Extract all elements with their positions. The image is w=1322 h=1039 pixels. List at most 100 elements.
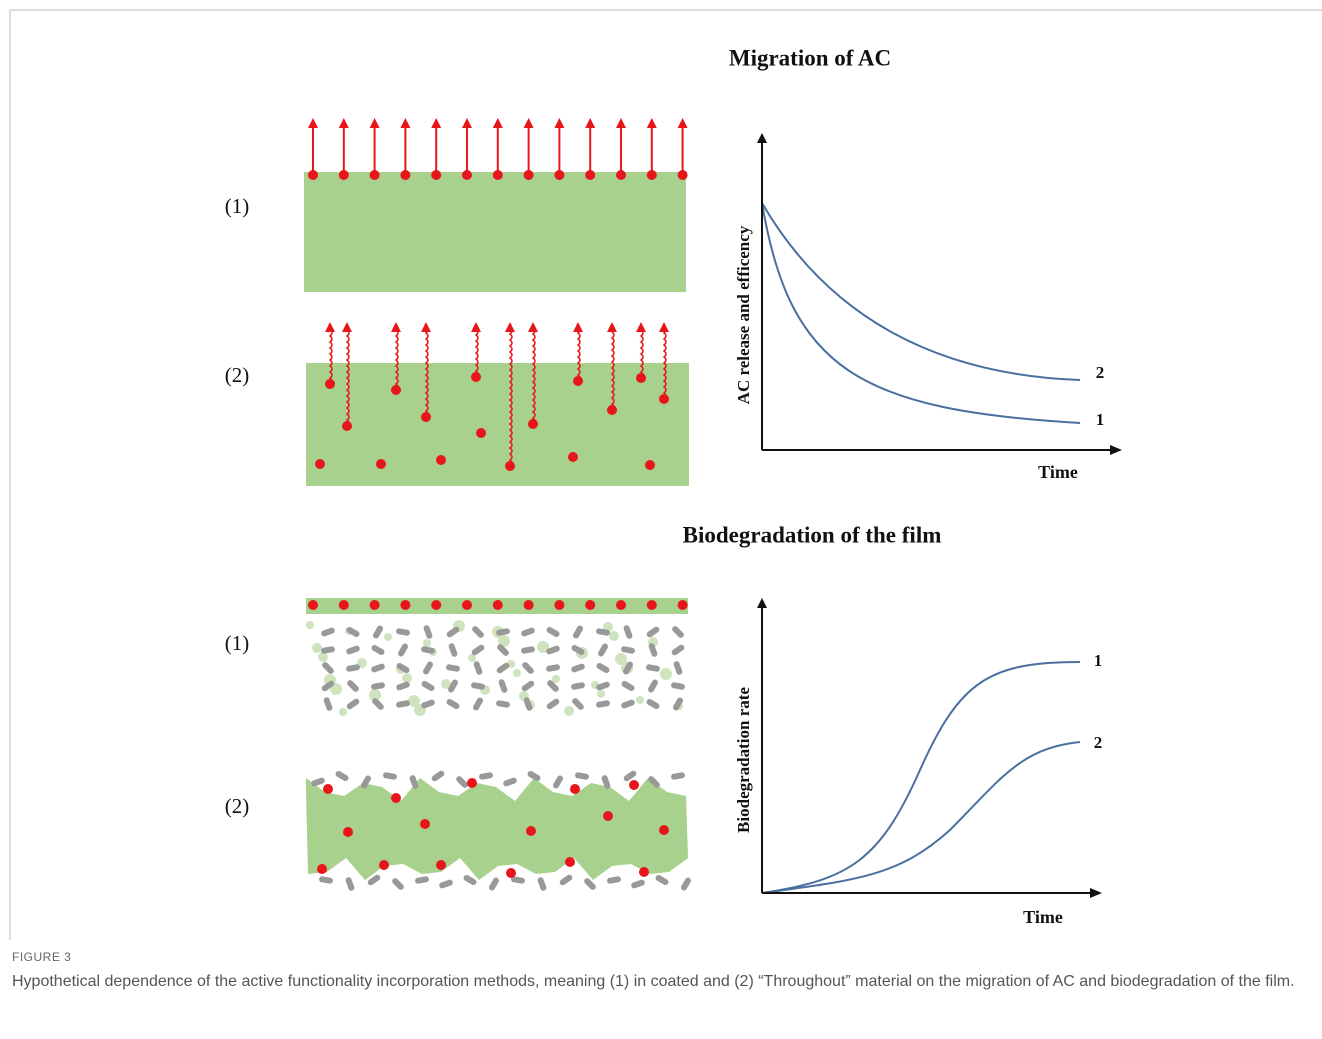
curve-label: 2 xyxy=(1096,363,1105,382)
active-compound xyxy=(338,170,349,180)
bacterium xyxy=(596,663,610,673)
active-compound xyxy=(659,394,669,404)
arrow-head xyxy=(431,118,442,128)
arrow-head xyxy=(573,322,583,332)
active-compound xyxy=(391,385,401,395)
active-compound xyxy=(391,793,401,803)
film-fragment xyxy=(597,690,605,698)
bacterium xyxy=(584,878,596,890)
bacterium xyxy=(646,664,660,672)
active-compound xyxy=(323,784,333,794)
bacterium xyxy=(372,698,384,710)
panel-title: Migration of AC xyxy=(729,45,891,70)
film-fragment xyxy=(402,673,412,683)
active-compound xyxy=(585,170,596,180)
film-fragment xyxy=(615,653,627,665)
caption-label: FIGURE 3 xyxy=(12,950,72,964)
bacterium xyxy=(319,876,333,884)
y-axis-label: Biodegradation rate xyxy=(734,687,753,833)
bacterium xyxy=(472,626,484,638)
active-compound xyxy=(431,170,442,180)
bacterium xyxy=(367,874,381,886)
active-compound xyxy=(325,379,335,389)
arrow-head xyxy=(1110,445,1122,455)
active-compound xyxy=(585,600,596,610)
film-fragment xyxy=(636,696,644,704)
arrow-head xyxy=(659,322,669,332)
active-compound xyxy=(308,170,318,180)
arrow-head xyxy=(677,118,688,128)
active-compound xyxy=(369,170,380,180)
arrow-head xyxy=(308,118,318,128)
active-compound xyxy=(471,372,481,382)
bacterium xyxy=(673,697,683,711)
arrow-head xyxy=(636,322,646,332)
bacterium xyxy=(546,664,560,672)
bacterium xyxy=(396,663,410,673)
bacterium xyxy=(448,679,458,693)
bacterium xyxy=(671,682,685,690)
active-compound xyxy=(645,460,655,470)
bacterium xyxy=(623,770,637,782)
bacterium xyxy=(596,681,610,691)
film xyxy=(304,172,686,292)
bacterium xyxy=(523,697,533,711)
bacterium xyxy=(648,776,660,788)
bacterium xyxy=(398,643,408,657)
active-compound xyxy=(616,600,626,610)
film-fragment xyxy=(513,669,521,677)
film-fragment xyxy=(357,658,367,668)
arrow-head xyxy=(400,118,411,128)
bacterium xyxy=(335,771,349,781)
arrow-head xyxy=(338,118,349,128)
active-compound xyxy=(616,170,626,180)
active-compound xyxy=(343,827,353,837)
active-compound xyxy=(308,600,318,610)
arrow-head xyxy=(505,322,515,332)
curve xyxy=(761,661,1081,894)
film xyxy=(306,363,689,486)
bacterium xyxy=(646,626,660,638)
bacterium xyxy=(371,682,385,690)
active-compound xyxy=(342,421,352,431)
arrow-head xyxy=(1090,888,1102,898)
arrow-head xyxy=(369,118,380,128)
bacterium xyxy=(396,700,410,708)
bacterium xyxy=(346,627,360,637)
active-compound xyxy=(629,780,639,790)
bacterium xyxy=(671,772,685,780)
bacterium xyxy=(473,661,483,675)
bacterium xyxy=(621,646,635,654)
bacterium xyxy=(321,680,335,692)
arrow-head xyxy=(462,118,472,128)
active-compound xyxy=(315,459,325,469)
bacterium xyxy=(553,775,563,789)
migration-path xyxy=(531,327,536,425)
arrow-head xyxy=(391,322,401,332)
arrow-head xyxy=(616,118,626,128)
bacterium xyxy=(623,625,633,639)
bacterium xyxy=(546,627,560,637)
arrow-head xyxy=(607,322,617,332)
caption-text: Hypothetical dependence of the active fu… xyxy=(12,973,1295,990)
migration-path xyxy=(662,326,667,400)
film-fragment xyxy=(369,689,381,701)
y-axis-label: AC release and efficency xyxy=(734,225,753,404)
arrow-head xyxy=(342,322,352,332)
active-compound xyxy=(376,459,386,469)
active-compound xyxy=(646,170,657,180)
bacterium xyxy=(439,879,453,889)
arrow-head xyxy=(421,322,431,332)
active-compound xyxy=(505,461,515,471)
active-compound xyxy=(431,600,442,610)
active-compound xyxy=(467,778,477,788)
bacterium xyxy=(345,877,355,891)
bacterium xyxy=(489,877,499,891)
arrow-head xyxy=(492,118,503,128)
arrow-head xyxy=(757,598,767,608)
film-fragment xyxy=(408,695,420,707)
bacterium xyxy=(421,681,435,691)
active-compound xyxy=(646,600,657,610)
bacterium xyxy=(521,680,535,692)
curve-label: 1 xyxy=(1094,651,1103,670)
